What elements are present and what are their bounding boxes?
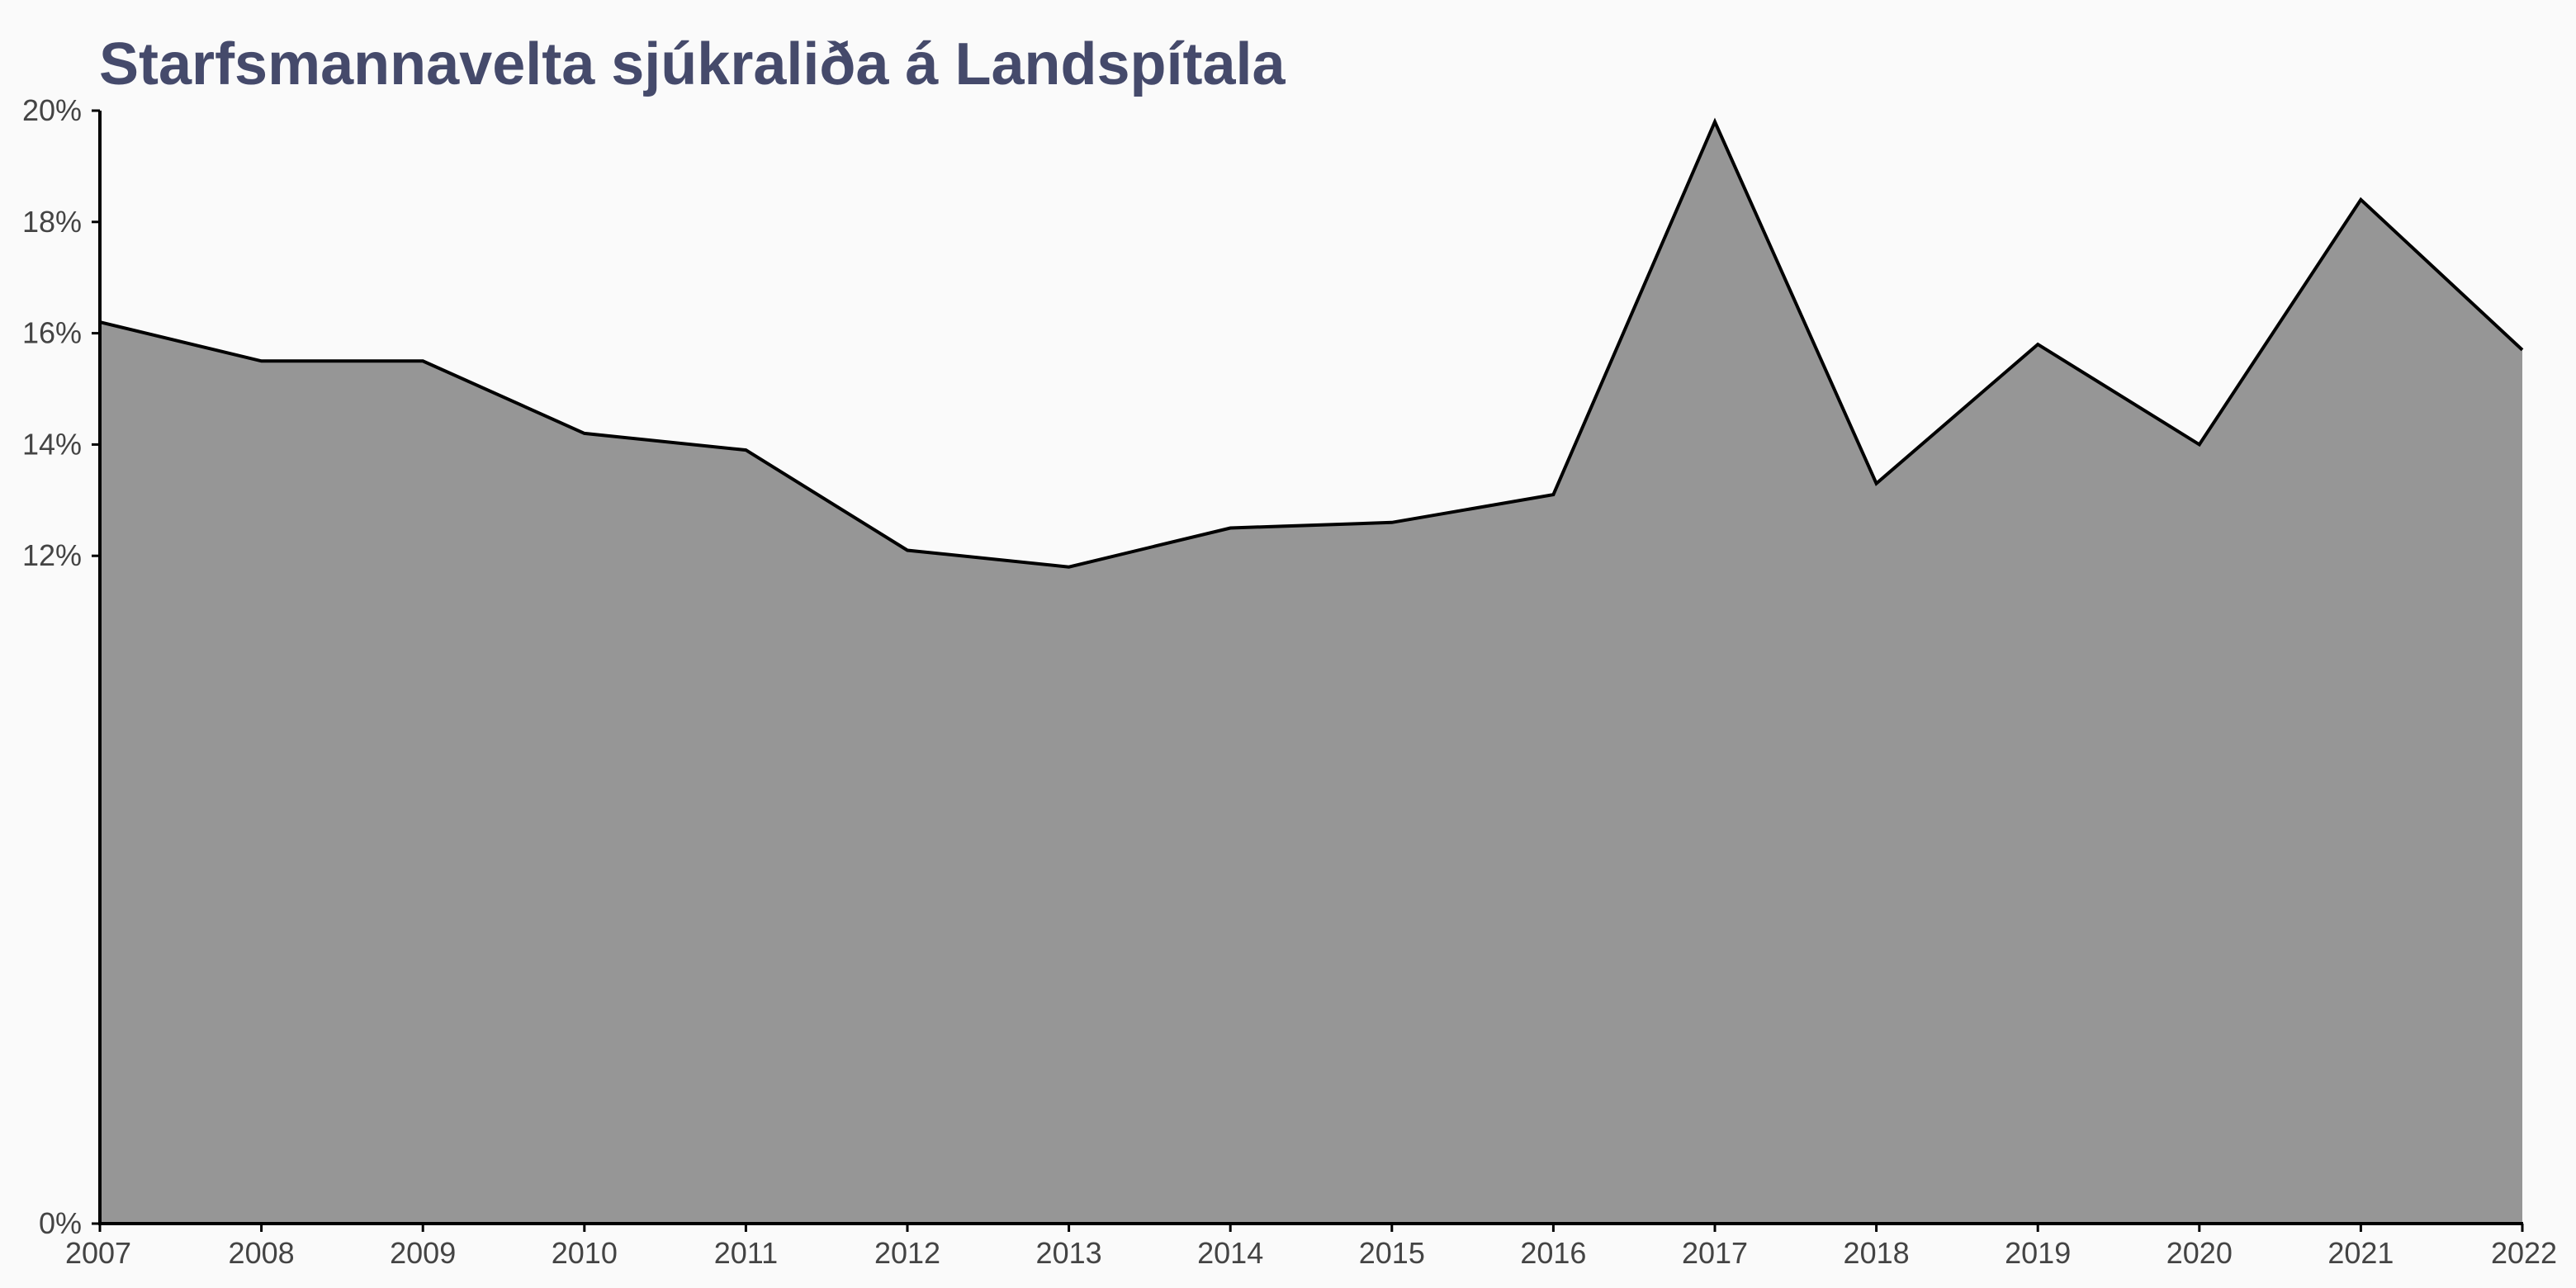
x-tick-label: 2009 — [390, 1236, 456, 1270]
x-tick-label: 2008 — [229, 1236, 295, 1270]
area-fill — [100, 121, 2522, 1224]
y-tick-label: 14% — [22, 427, 82, 461]
y-axis-ticks: 0% 12% 14% 16% 18% 20% — [22, 93, 100, 1240]
x-tick-label: 2019 — [2005, 1236, 2071, 1270]
x-tick-label: 2013 — [1036, 1236, 1102, 1270]
x-tick-label: 2012 — [874, 1236, 940, 1270]
x-tick-label: 2007 — [65, 1236, 131, 1270]
y-tick-label: 16% — [22, 316, 82, 350]
x-tick-label: 2014 — [1197, 1236, 1263, 1270]
y-tick-label: 0% — [39, 1206, 82, 1240]
x-tick-label: 2017 — [1682, 1236, 1748, 1270]
x-tick-label: 2018 — [1844, 1236, 1910, 1270]
y-tick-label: 12% — [22, 538, 82, 572]
x-axis-ticks: 2007 2008 2009 2010 2011 2012 2013 2014 2015 2016… — [65, 1224, 2557, 1270]
x-tick-label: 2011 — [714, 1236, 778, 1270]
x-tick-label: 2015 — [1359, 1236, 1425, 1270]
x-tick-label: 2020 — [2166, 1236, 2233, 1270]
series-line — [99, 117, 2524, 569]
y-tick-label: 18% — [22, 205, 82, 239]
chart-title: Starfsmannavelta sjúkraliða á Landspítal… — [99, 31, 1286, 97]
y-tick-label: 20% — [22, 93, 82, 127]
x-tick-label: 2010 — [552, 1236, 618, 1270]
x-tick-label: 2021 — [2327, 1236, 2394, 1270]
x-tick-label: 2016 — [1520, 1236, 1586, 1270]
x-tick-label: 2022 — [2491, 1236, 2557, 1270]
